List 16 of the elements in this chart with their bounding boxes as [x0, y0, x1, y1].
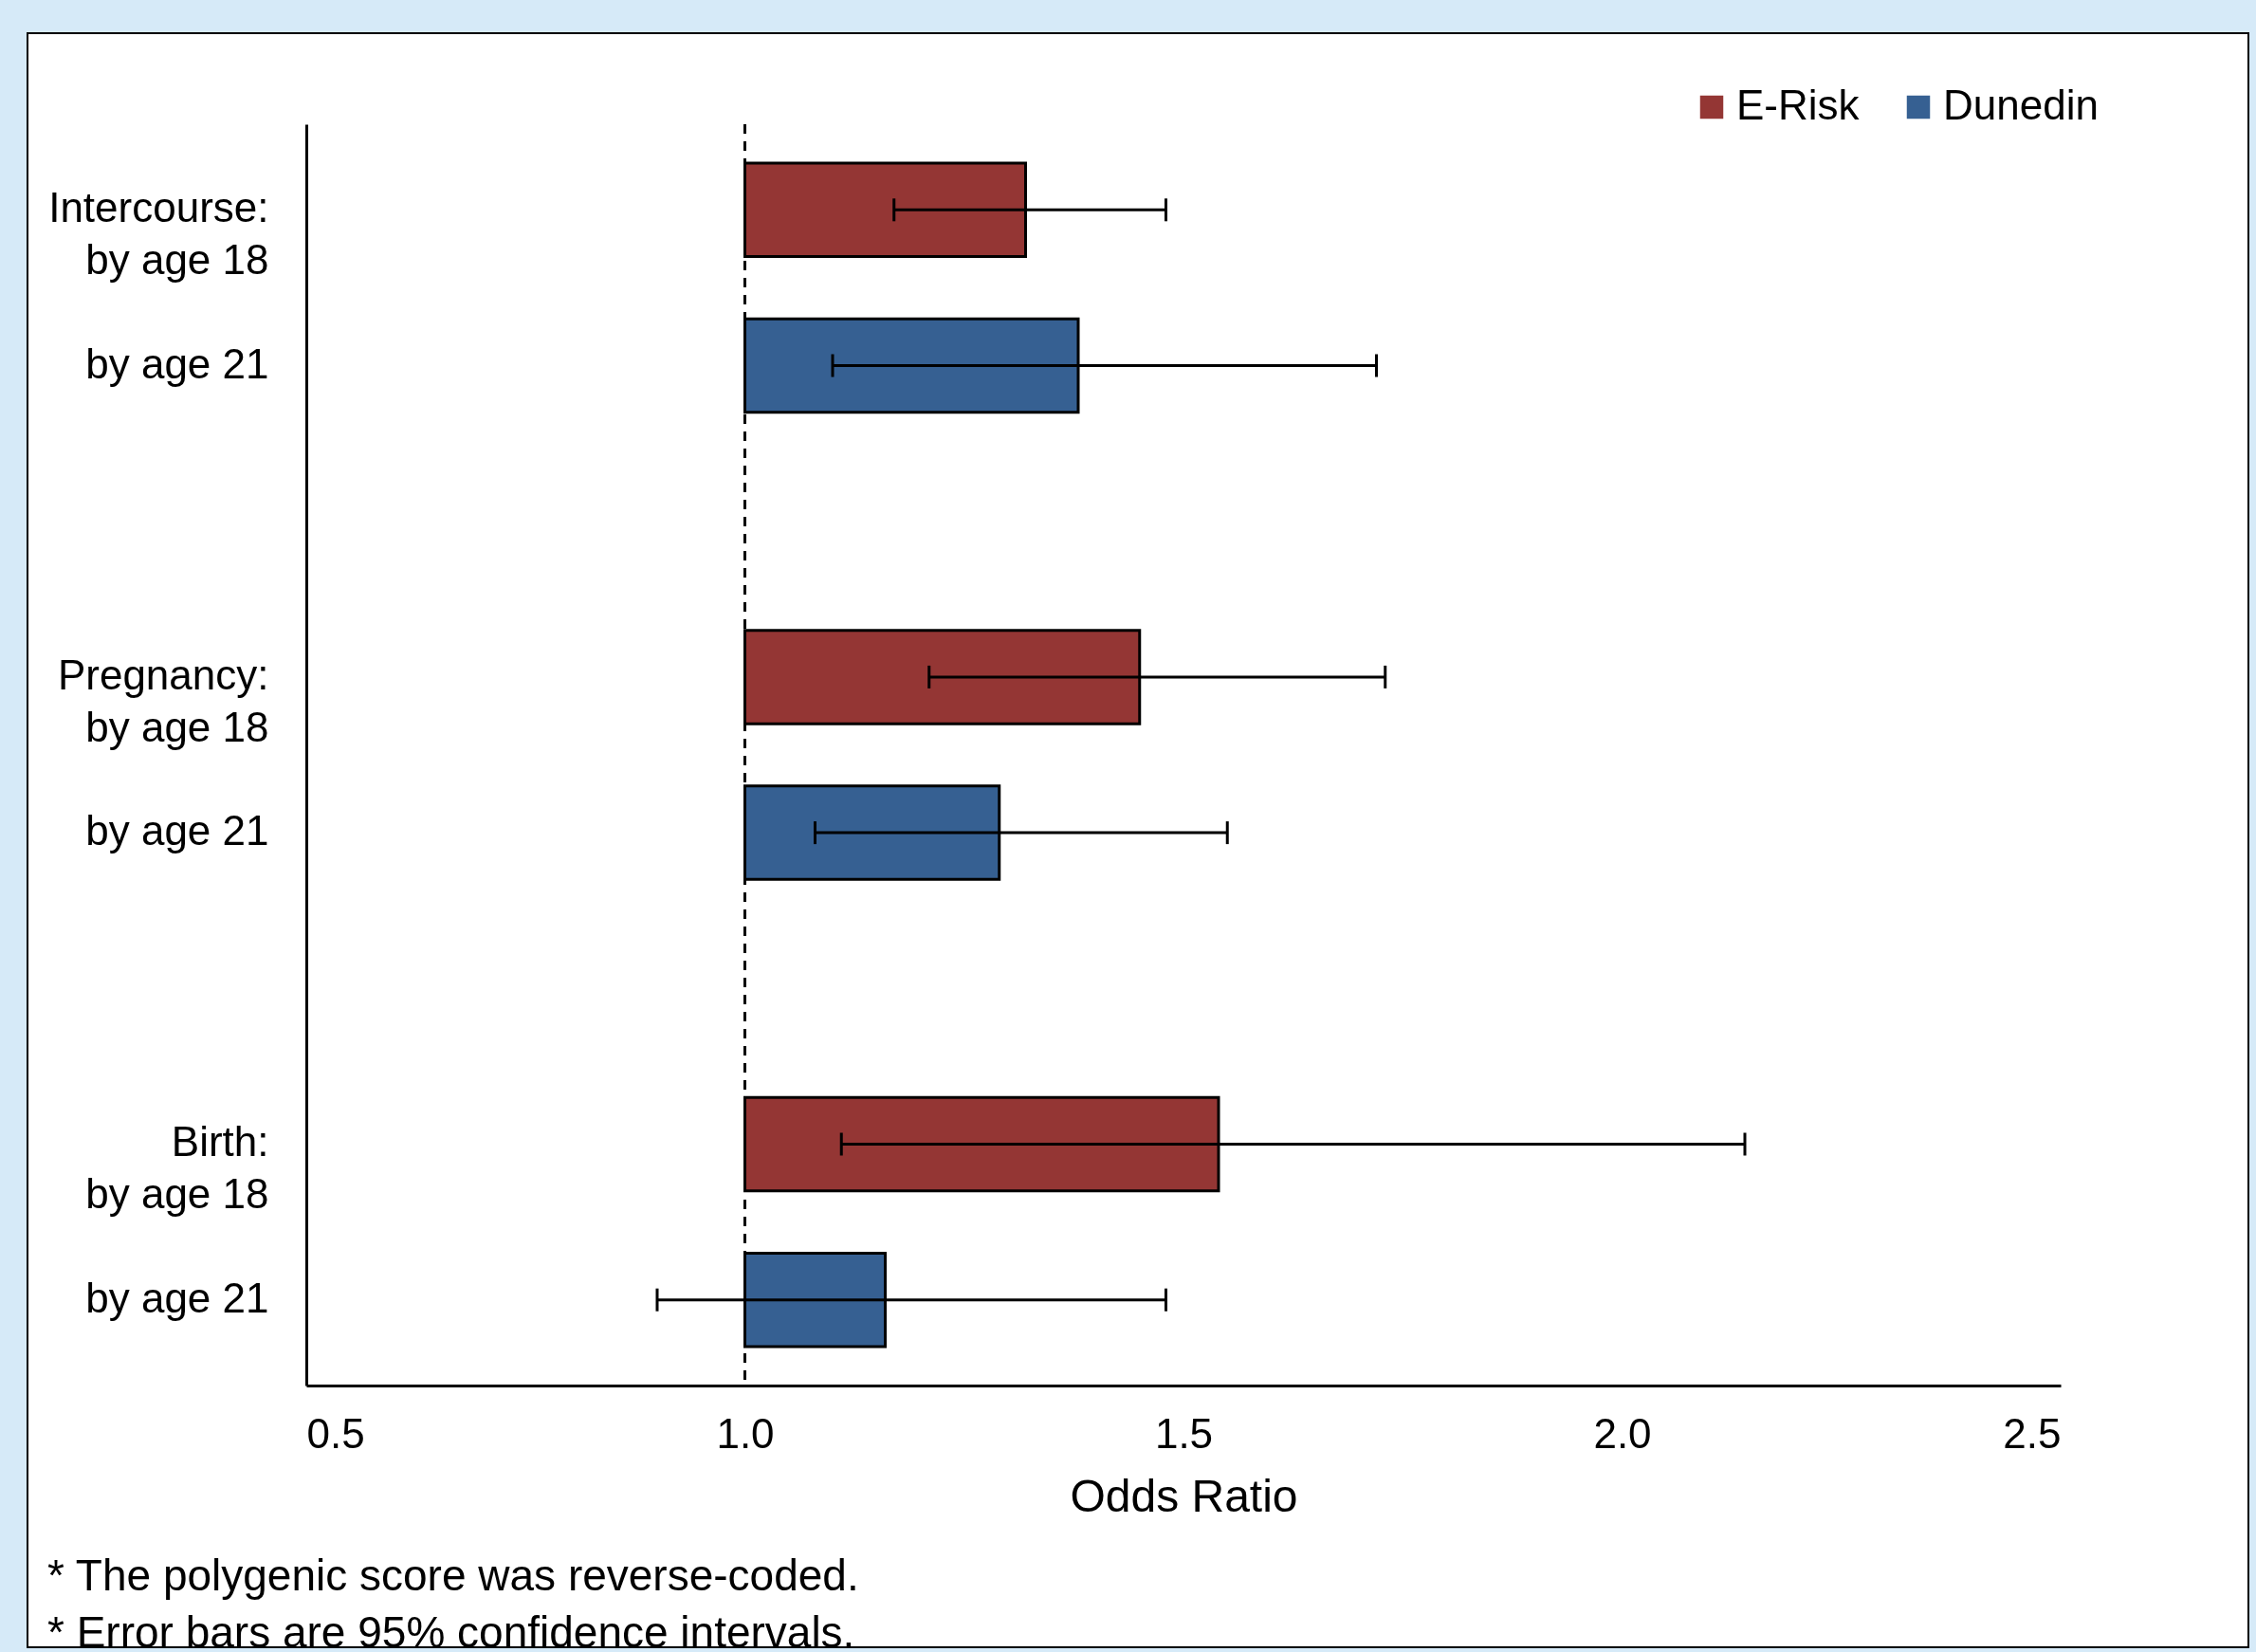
- y-tick-label: Pregnancy: by age 18: [57, 651, 269, 750]
- y-tick-label: Intercourse: by age 18: [48, 184, 269, 284]
- x-tick-label: 2.5: [2003, 1409, 2062, 1457]
- text: * Error bars are 95% confidence intervals.: [47, 1606, 856, 1652]
- y-tick-label: by age 21: [85, 807, 269, 854]
- text: * The polygenic score was reverse-coded.: [47, 1550, 859, 1602]
- x-tick-label: 2.0: [1593, 1409, 1652, 1457]
- x-tick-label: 1.0: [716, 1409, 775, 1457]
- legend-label: E-Risk: [1736, 82, 1861, 128]
- y-tick-label: by age 21: [85, 340, 269, 387]
- y-tick-label: Birth: by age 18: [85, 1118, 269, 1218]
- legend-label: Dunedin: [1943, 82, 2099, 128]
- x-tick-label: 0.5: [306, 1409, 365, 1457]
- x-tick-label: 1.5: [1154, 1409, 1214, 1457]
- x-axis-title: Odds Ratio: [1070, 1470, 1298, 1521]
- y-tick-label: by age 21: [85, 1274, 269, 1321]
